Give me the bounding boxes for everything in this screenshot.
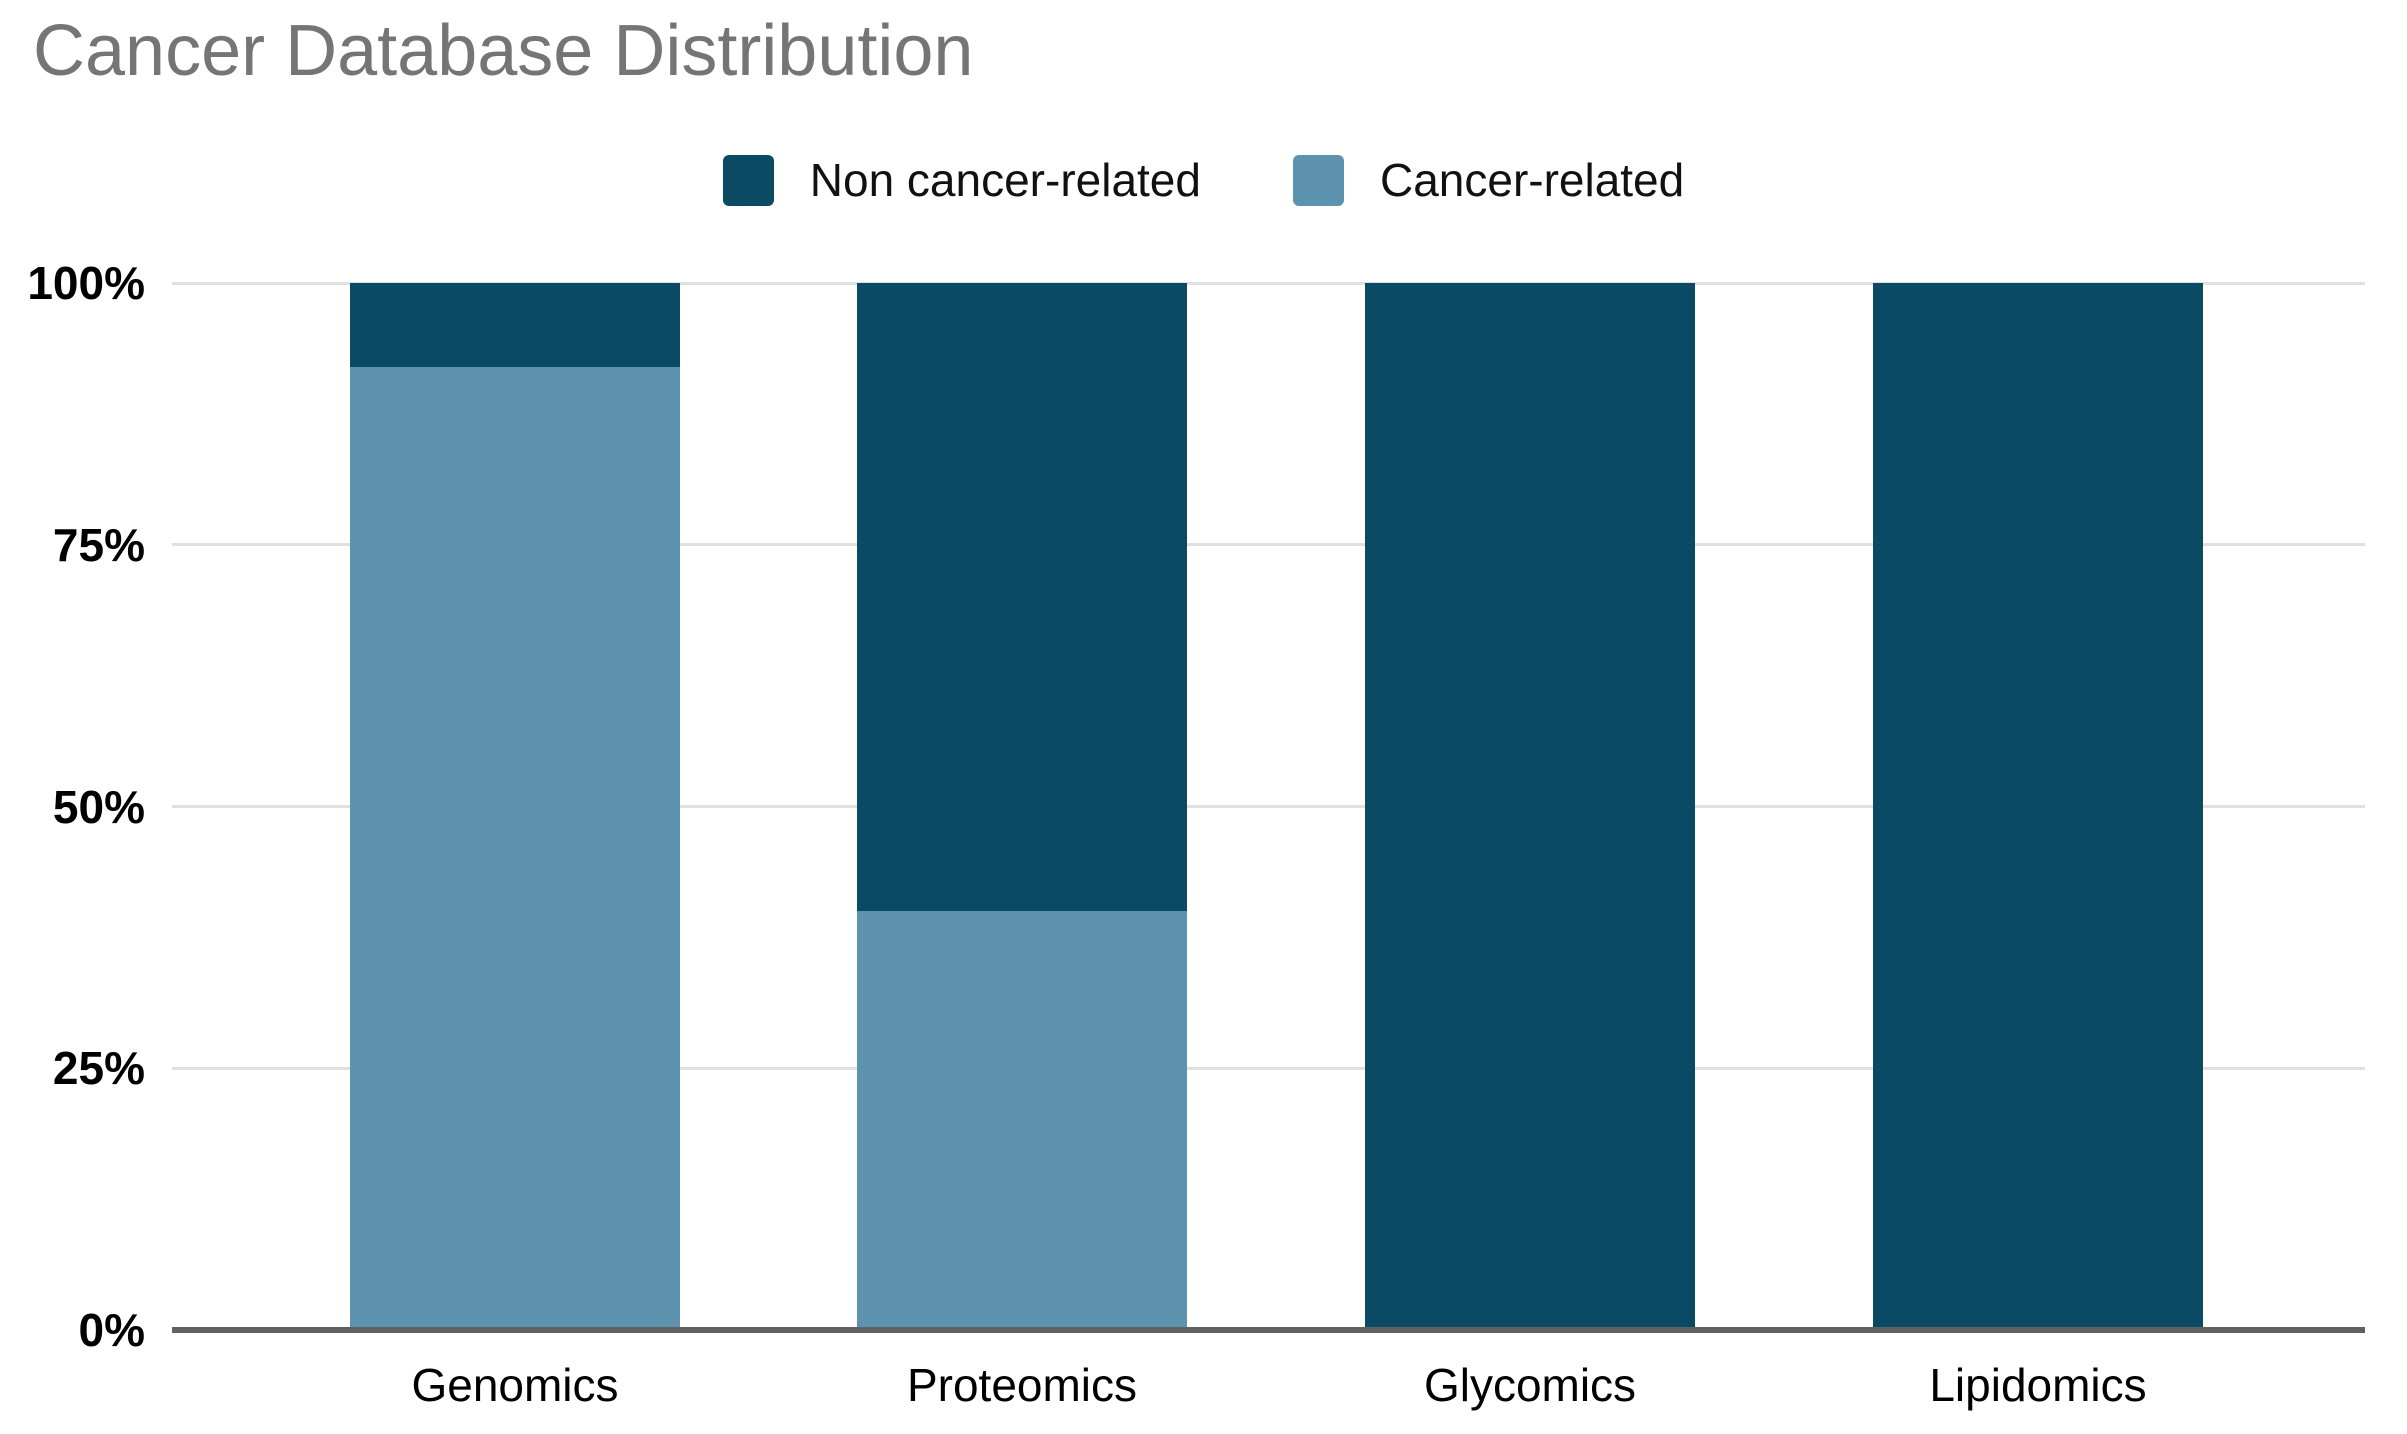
legend-label-non-cancer-related: Non cancer-related <box>809 154 1201 206</box>
chart-title: Cancer Database Distribution <box>33 11 974 91</box>
gridline-75 <box>172 543 2365 547</box>
bar-segment-proteomics-non-cancer-related <box>857 283 1187 912</box>
legend-item-non-cancer-related: Non cancer-related <box>722 153 1201 207</box>
legend-label-cancer-related: Cancer-related <box>1379 154 1685 206</box>
legend-item-cancer-related: Cancer-related <box>1292 153 1685 207</box>
bar-genomics <box>350 283 680 1330</box>
bar-segment-proteomics-cancer-related <box>857 911 1187 1330</box>
gridline-100 <box>172 281 2365 285</box>
y-axis-label-25: 25% <box>52 1042 145 1095</box>
bar-segment-genomics-cancer-related <box>350 366 680 1330</box>
y-axis-label-50: 50% <box>52 780 145 833</box>
x-axis-line <box>172 1327 2365 1333</box>
bar-proteomics <box>857 283 1187 1330</box>
gridline-50 <box>172 805 2365 808</box>
gridline-25 <box>172 1066 2365 1070</box>
y-axis-label-0: 0% <box>78 1304 145 1356</box>
y-axis-label-100: 100% <box>27 257 145 309</box>
bar-segment-genomics-non-cancer-related <box>350 283 680 367</box>
bar-segment-glycomics-non-cancer-related <box>1365 283 1695 1330</box>
x-axis-label-proteomics: Proteomics <box>906 1359 1138 1411</box>
x-axis-label-genomics: Genomics <box>411 1359 619 1411</box>
bar-segment-lipidomics-non-cancer-related <box>1873 283 2203 1330</box>
bar-lipidomics <box>1873 283 2203 1330</box>
bar-glycomics <box>1365 283 1695 1330</box>
x-axis-label-lipidomics: Lipidomics <box>1929 1359 2147 1411</box>
legend-swatch-cancer-related <box>1292 154 1344 206</box>
legend-swatch-non-cancer-related <box>722 154 774 206</box>
y-axis-label-75: 75% <box>52 518 145 571</box>
chart-legend: Non cancer-related Cancer-related <box>0 150 2407 210</box>
x-axis-label-glycomics: Glycomics <box>1423 1359 1637 1411</box>
